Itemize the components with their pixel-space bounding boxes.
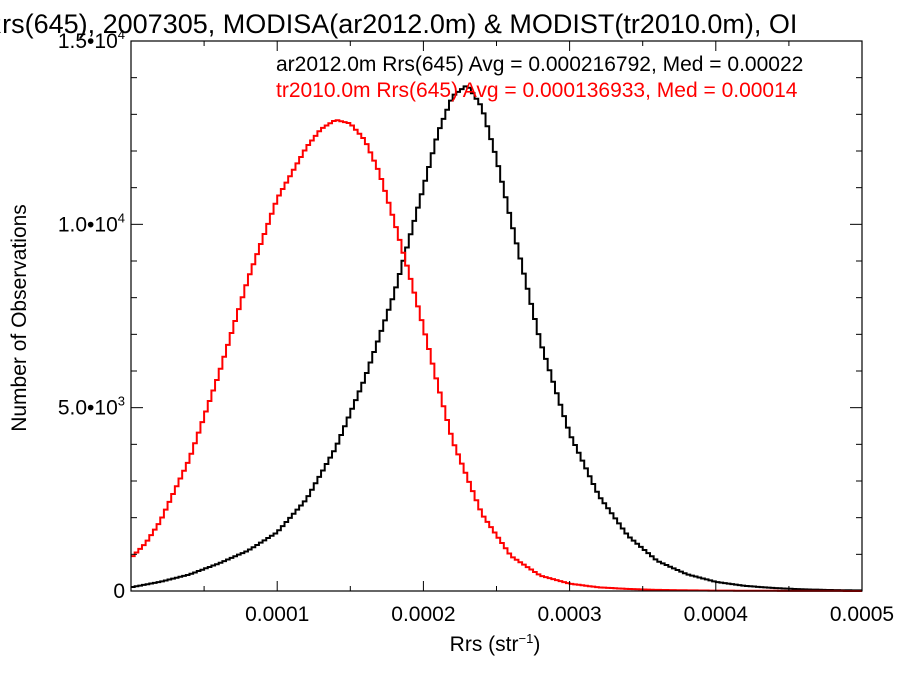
x-tick-label: 0.0005	[830, 603, 894, 626]
y-tick-label-base: 5.0•10	[58, 397, 118, 420]
annotation-ar2012: ar2012.0m Rrs(645) Avg = 0.000216792, Me…	[276, 53, 803, 76]
y-tick-label-exponent: 4	[118, 27, 125, 42]
y-tick-label-exponent: 4	[118, 210, 125, 225]
x-axis-label: Rrs (str−1)	[450, 631, 541, 656]
x-axis-label-main: Rrs (str	[450, 633, 519, 656]
y-tick-label: 0	[113, 580, 125, 603]
y-tick-label: 5.0•103	[58, 394, 125, 420]
y-tick-label-base: 1.0•10	[58, 213, 118, 236]
y-axis-label: Number of Observations	[8, 204, 31, 432]
y-tick-label-base: 0	[113, 580, 125, 603]
x-tick-label: 0.0001	[245, 603, 309, 626]
plot-marks	[131, 85, 862, 592]
x-tick-label: 0.0004	[684, 603, 749, 626]
axis-ticks: 0.0001 0.0002 0.0003 0.0004 0.0005 0 5.0•103 1.…	[58, 27, 894, 626]
chart-title: Rrs(645), 2007305, MODISA(ar2012.0m) & M…	[0, 9, 797, 39]
y-tick-label-base: 1.5•10	[58, 30, 118, 53]
x-axis-label-close: )	[533, 633, 540, 656]
y-tick-label: 1.0•104	[58, 210, 125, 236]
histogram-series-0	[131, 85, 862, 592]
histogram-series-1	[131, 119, 862, 592]
x-axis-label-superscript: −1	[519, 631, 534, 646]
y-tick-label: 1.5•104	[58, 27, 125, 53]
x-tick-label: 0.0002	[391, 603, 455, 626]
plot-frame	[130, 40, 863, 592]
x-tick-label: 0.0003	[537, 603, 601, 626]
annotation-tr2010: tr2010.0m Rrs(645) Avg = 0.000136933, Me…	[276, 79, 798, 102]
y-tick-label-exponent: 3	[118, 394, 125, 409]
